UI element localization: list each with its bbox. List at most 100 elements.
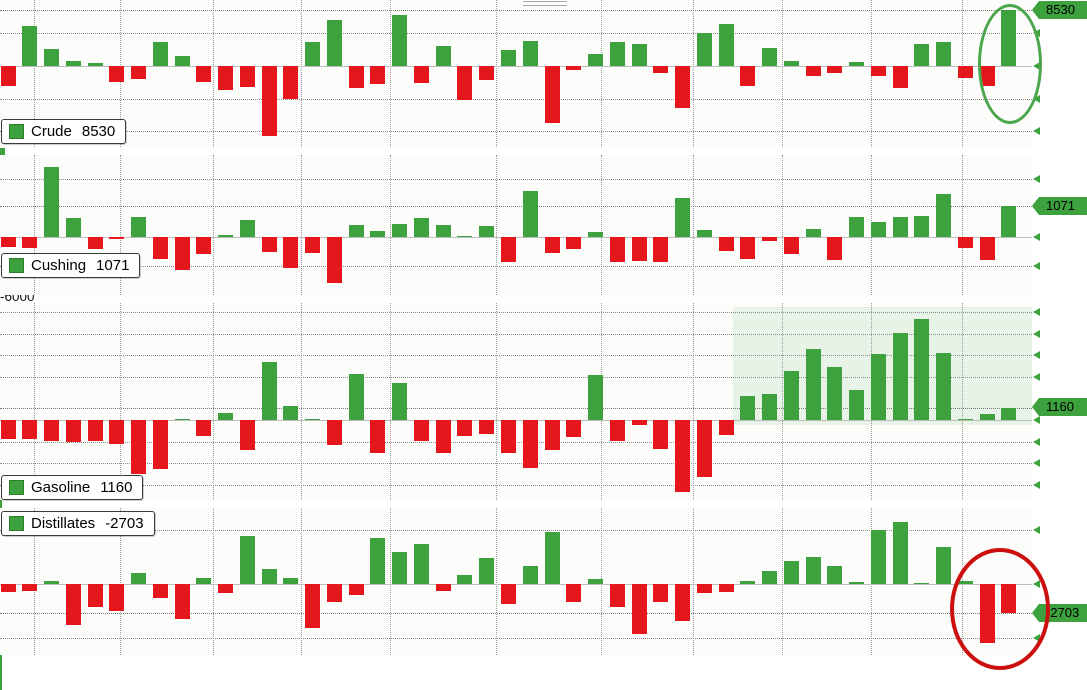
axis-value-tag-cushing: 1071: [1032, 197, 1087, 215]
bar: [653, 583, 669, 602]
bar: [500, 237, 516, 262]
bar: [740, 65, 756, 86]
bar: [740, 580, 756, 584]
bar: [696, 583, 712, 593]
gridline-h: [0, 312, 1032, 314]
axis-tick-arrow-icon: [1033, 351, 1040, 360]
bar: [522, 190, 538, 238]
bar: [65, 217, 81, 237]
axis-tick-arrow-icon: [1033, 415, 1040, 424]
bar: [305, 41, 321, 66]
axis-tick-arrow-icon: [1033, 308, 1040, 317]
gridline-v: [34, 303, 35, 500]
bar: [44, 419, 60, 441]
bar: [457, 419, 473, 436]
legend-cushing: Cushing 1071: [1, 253, 141, 278]
bar: [305, 237, 321, 254]
axis-tick-arrow-icon: [1033, 480, 1040, 489]
axis-minor-tick: [0, 154, 5, 155]
bar: [479, 419, 495, 434]
bar: [653, 237, 669, 263]
bar: [675, 65, 691, 109]
gridline-v: [390, 155, 391, 295]
bar: [0, 583, 16, 592]
legend-label: Gasoline: [31, 479, 91, 496]
bar: [631, 419, 647, 426]
gridline-v: [301, 0, 302, 147]
bar: [892, 332, 908, 420]
bar: [936, 194, 952, 237]
bar: [239, 536, 255, 584]
bar: [174, 583, 190, 619]
gridline-h: [0, 529, 1032, 531]
bar: [87, 419, 103, 441]
bar: [588, 578, 604, 584]
zero-line: [0, 419, 1032, 421]
highlight-ellipse-red: [950, 548, 1050, 670]
gridline-h: [0, 98, 1032, 100]
bar: [827, 565, 843, 584]
highlight-ellipse-green: [978, 4, 1042, 124]
bar: [914, 318, 930, 420]
bar: [609, 583, 625, 607]
bar: [936, 547, 952, 584]
bar: [65, 60, 81, 66]
bar: [588, 232, 604, 238]
bar: [566, 237, 582, 249]
bar: [152, 419, 168, 470]
gridline-v: [120, 508, 121, 655]
bar: [370, 537, 386, 584]
gridline-v: [34, 508, 35, 655]
gridline-v: [301, 155, 302, 295]
bar: [631, 237, 647, 262]
axis-minor-tick: [0, 148, 5, 149]
legend-label: Crude: [31, 123, 72, 140]
gridline-h: [0, 179, 1032, 181]
zero-line: [0, 583, 1032, 585]
bar: [239, 419, 255, 451]
bar: [631, 583, 647, 634]
bar: [892, 65, 908, 89]
bar: [762, 237, 778, 242]
bar: [261, 237, 277, 252]
axis-tick-arrow-icon: [1033, 233, 1040, 242]
bar: [174, 237, 190, 271]
legend-gasoline: Gasoline 1160: [1, 475, 144, 500]
bar: [544, 532, 560, 584]
bar: [87, 62, 103, 66]
bar: [413, 218, 429, 238]
bar: [239, 65, 255, 87]
bar: [435, 419, 451, 453]
legend-value: 1071: [96, 257, 130, 274]
bar: [696, 33, 712, 66]
bar: [718, 419, 734, 436]
bar: [718, 24, 734, 66]
bar: [196, 237, 212, 254]
bar: [827, 237, 843, 260]
gridline-h: [0, 333, 1032, 335]
last-value-gridline: [0, 10, 1032, 12]
bar: [914, 215, 930, 238]
bar: [566, 419, 582, 437]
bar: [957, 65, 973, 78]
bar: [653, 419, 669, 449]
gridline-h: [0, 463, 1032, 464]
axis-minor-tick: [0, 149, 5, 150]
gridline-v: [962, 303, 963, 500]
bar: [522, 565, 538, 584]
bar: [783, 561, 799, 584]
bar: [1001, 205, 1017, 238]
bar: [544, 65, 560, 124]
gridline-h: [0, 441, 1032, 443]
bar: [892, 522, 908, 584]
bar: [762, 571, 778, 584]
last-value-gridline: [0, 613, 1032, 615]
bar: [805, 556, 821, 584]
bar: [109, 65, 125, 82]
bar: [218, 65, 234, 91]
bar: [849, 581, 865, 584]
bar: [392, 224, 408, 238]
bar: [0, 237, 16, 248]
bar: [870, 222, 886, 238]
